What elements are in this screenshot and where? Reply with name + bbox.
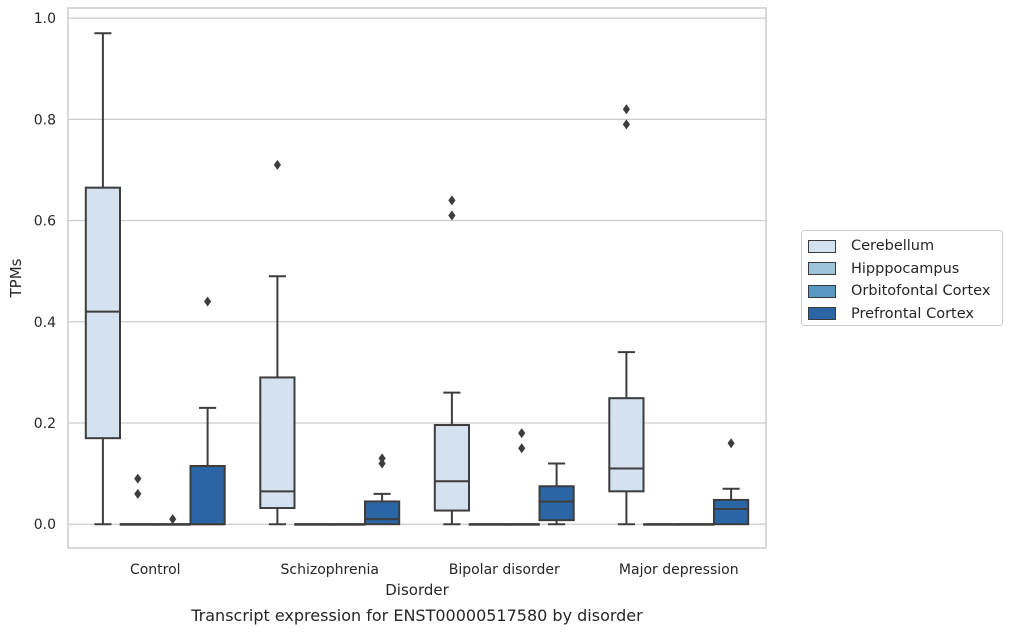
x-axis-title: Disorder [385,581,449,599]
legend-swatch [808,284,836,298]
outlier-point [518,428,526,439]
outlier-point [204,296,212,307]
outlier-point [134,473,142,484]
box-iqr [259,376,296,510]
box-group [294,523,331,526]
legend-item: Orbitofontal Cortex [808,280,1002,303]
box-iqr [608,397,645,493]
box-group [259,159,296,526]
box-iqr [84,186,122,440]
box-group [643,523,680,526]
box-group [468,523,505,526]
box-group [712,438,750,526]
grid-layer [68,17,766,525]
box-group [189,296,226,526]
outlier-point [273,159,281,170]
outlier-point [134,488,142,499]
legend-swatch [808,307,836,321]
outlier-point [622,119,630,130]
box-group [119,473,156,526]
legend-label: Orbitofontal Cortex [851,283,991,300]
box-group [329,523,366,526]
box-layer [84,32,750,526]
box-iqr [363,500,401,526]
chart-caption: Transcript expression for ENST0000051758… [191,606,643,625]
outlier-point [378,453,386,464]
plot-area-frame [67,7,767,549]
box-iqr [712,498,750,526]
tick-layer: 0.0 0.2 0.4 0.6 0.8 1.0 Control Schizophrenia Bi… [34,11,739,578]
box-group [538,462,575,526]
legend-label: Prefrontal Cortex [851,305,974,322]
y-tick-label: 0.6 [34,214,56,230]
outlier-point [169,514,177,525]
x-tick-label: Bipolar disorder [449,562,560,578]
legend-item: Prefrontal Cortex [808,303,1002,326]
legend-label: Hipppocampus [851,260,960,277]
box-group [608,104,645,526]
x-tick-label: Major depression [619,562,739,578]
outlier-point [518,443,526,454]
box-iqr [433,424,471,512]
box-group [363,453,401,526]
legend-swatch [808,262,836,276]
box-group [433,195,471,526]
box-group [678,523,715,526]
box-group [154,514,191,526]
chart-legend: Cerebellum Hipppocampus Orbitofontal Corte… [801,230,1003,326]
outlier-point [378,458,386,469]
y-tick-label: 0.4 [34,315,56,331]
y-axis-title: TPMs [7,258,25,298]
outlier-point [448,195,456,206]
y-tick-label: 1.0 [34,11,56,27]
y-tick-label: 0.2 [34,416,56,432]
box-iqr [189,465,226,526]
y-tick-label: 0.0 [34,517,56,533]
legend-swatch [808,239,836,253]
box-group [84,32,122,526]
legend-item: Cerebellum [808,235,1002,258]
box-group [503,428,540,526]
legend-item: Hipppocampus [808,258,1002,281]
box-iqr [538,485,575,522]
legend-label: Cerebellum [851,238,935,255]
outlier-point [448,210,456,221]
y-tick-label: 0.8 [34,112,56,128]
outlier-point [727,438,735,449]
outlier-point [622,104,630,115]
x-tick-label: Schizophrenia [281,562,379,578]
x-tick-label: Control [130,562,181,578]
